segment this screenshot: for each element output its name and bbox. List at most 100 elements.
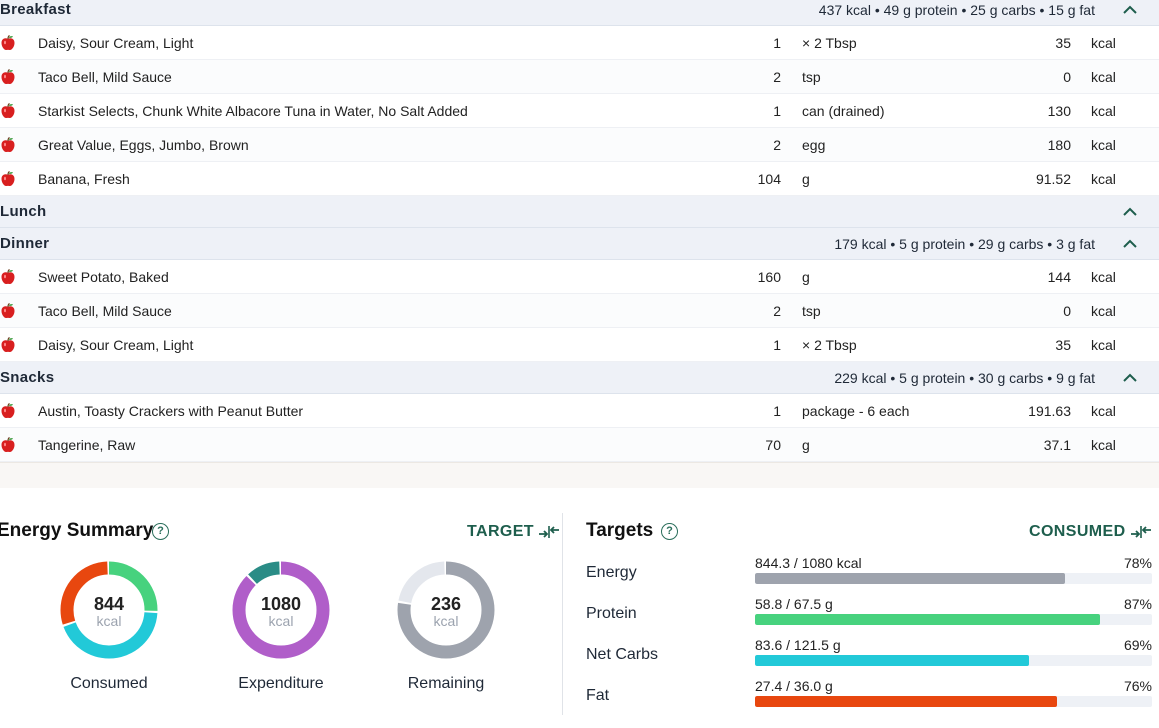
- consumed-toggle-button[interactable]: CONSUMED: [1029, 523, 1152, 541]
- meal-title: Breakfast: [0, 1, 72, 18]
- donut-label: Expenditure: [238, 675, 324, 692]
- target-value: 58.8 / 67.5 g: [755, 596, 833, 612]
- food-unit: egg: [802, 136, 826, 153]
- donut-label: Consumed: [70, 675, 148, 692]
- chevron-up-icon[interactable]: [1120, 0, 1140, 20]
- calorie-unit: kcal: [1091, 170, 1116, 187]
- food-unit: tsp: [802, 68, 821, 85]
- food-amount: 2: [773, 68, 781, 85]
- progress-track: [755, 696, 1152, 707]
- calorie-unit: kcal: [1091, 436, 1116, 453]
- donut-value: 1080: [260, 594, 302, 614]
- food-name: Austin, Toasty Crackers with Peanut Butt…: [38, 402, 304, 419]
- calorie-unit: kcal: [1091, 68, 1116, 85]
- food-amount: 1: [773, 402, 781, 419]
- food-amount: 160: [757, 268, 781, 285]
- donut-unit: kcal: [268, 613, 294, 629]
- chevron-up-icon[interactable]: [1120, 202, 1140, 222]
- meal-header[interactable]: Breakfast 437 kcal • 49 g protein • 25 g …: [0, 0, 1159, 26]
- food-name: Starkist Selects, Chunk White Albacore T…: [38, 102, 468, 119]
- food-calories: 191.63: [1028, 402, 1071, 419]
- meal-title: Dinner: [0, 235, 50, 252]
- meal-header[interactable]: Lunch: [0, 196, 1159, 228]
- target-value: 83.6 / 121.5 g: [755, 637, 841, 653]
- food-unit: × 2 Tbsp: [802, 336, 857, 353]
- food-calories: 0: [1063, 68, 1071, 85]
- chevron-up-icon[interactable]: [1120, 234, 1140, 254]
- target-percent: 76%: [1123, 678, 1152, 694]
- food-unit: g: [802, 268, 810, 285]
- meal-summary: 437 kcal • 49 g protein • 25 g carbs • 1…: [818, 1, 1095, 18]
- progress-track: [755, 573, 1152, 584]
- food-row[interactable]: Sweet Potato, Baked 160 g 144 kcal: [0, 260, 1159, 294]
- apple-icon: [1, 69, 15, 85]
- calorie-unit: kcal: [1091, 402, 1116, 419]
- food-amount: 104: [757, 170, 781, 187]
- donut-value: 844: [93, 594, 125, 614]
- help-icon[interactable]: ?: [152, 523, 169, 540]
- food-calories: 35: [1055, 34, 1071, 51]
- donut-chart-expenditure: [232, 561, 330, 659]
- apple-icon: [1, 337, 15, 353]
- section-divider: [0, 462, 1159, 488]
- apple-icon: [1, 303, 15, 319]
- food-amount: 1: [773, 336, 781, 353]
- target-label: Net Carbs: [586, 646, 659, 663]
- chevron-up-icon[interactable]: [1120, 368, 1140, 388]
- food-unit: g: [802, 170, 810, 187]
- help-icon[interactable]: ?: [661, 523, 678, 540]
- target-toggle-button[interactable]: TARGET: [467, 523, 560, 541]
- food-calories: 130: [1047, 102, 1071, 119]
- food-calories: 35: [1055, 336, 1071, 353]
- food-row[interactable]: Starkist Selects, Chunk White Albacore T…: [0, 94, 1159, 128]
- meal-title: Lunch: [0, 203, 47, 220]
- target-percent: 69%: [1123, 637, 1152, 653]
- progress-fill: [755, 696, 1057, 707]
- food-row[interactable]: Austin, Toasty Crackers with Peanut Butt…: [0, 394, 1159, 428]
- meal-header[interactable]: Dinner 179 kcal • 5 g protein • 29 g carb…: [0, 228, 1159, 260]
- donut-chart-consumed: [60, 561, 158, 659]
- donut-chart-remaining: [397, 561, 495, 659]
- calorie-unit: kcal: [1091, 34, 1116, 51]
- food-calories: 91.52: [1035, 170, 1071, 187]
- progress-track: [755, 614, 1152, 625]
- food-row[interactable]: Daisy, Sour Cream, Light 1 × 2 Tbsp 35 kcal: [0, 328, 1159, 362]
- food-row[interactable]: Great Value, Eggs, Jumbo, Brown 2 egg 180 kc…: [0, 128, 1159, 162]
- apple-icon: [1, 35, 15, 51]
- apple-icon: [1, 103, 15, 119]
- target-label: Energy: [586, 564, 637, 581]
- food-amount: 1: [773, 34, 781, 51]
- food-unit: g: [802, 436, 810, 453]
- calorie-unit: kcal: [1091, 102, 1116, 119]
- donut-unit: kcal: [96, 613, 122, 629]
- food-row[interactable]: Banana, Fresh 104 g 91.52 kcal: [0, 162, 1159, 196]
- food-calories: 180: [1047, 136, 1071, 153]
- target-percent: 78%: [1123, 555, 1152, 571]
- donut-segment: [60, 561, 158, 659]
- calorie-unit: kcal: [1091, 268, 1116, 285]
- food-unit: × 2 Tbsp: [802, 34, 857, 51]
- donut-value: 236: [430, 594, 462, 614]
- food-calories: 144: [1047, 268, 1071, 285]
- food-name: Sweet Potato, Baked: [38, 268, 169, 285]
- calorie-unit: kcal: [1091, 336, 1116, 353]
- food-name: Banana, Fresh: [38, 170, 130, 187]
- target-value: 844.3 / 1080 kcal: [755, 555, 862, 571]
- apple-icon: [1, 137, 15, 153]
- food-row[interactable]: Tangerine, Raw 70 g 37.1 kcal: [0, 428, 1159, 462]
- meal-summary: 229 kcal • 5 g protein • 30 g carbs • 9 …: [834, 369, 1095, 386]
- food-name: Daisy, Sour Cream, Light: [38, 336, 194, 353]
- progress-fill: [755, 655, 1029, 666]
- meal-header[interactable]: Snacks 229 kcal • 5 g protein • 30 g carb…: [0, 362, 1159, 394]
- panel-separator: [562, 513, 563, 715]
- donut-segment: [60, 561, 158, 659]
- calorie-unit: kcal: [1091, 136, 1116, 153]
- food-row[interactable]: Daisy, Sour Cream, Light 1 × 2 Tbsp 35 kcal: [0, 26, 1159, 60]
- meal-title: Snacks: [0, 369, 55, 386]
- target-label: Protein: [586, 605, 637, 622]
- food-amount: 70: [765, 436, 781, 453]
- donut-segment: [60, 561, 158, 659]
- food-row[interactable]: Taco Bell, Mild Sauce 2 tsp 0 kcal: [0, 60, 1159, 94]
- target-percent: 87%: [1123, 596, 1152, 612]
- food-row[interactable]: Taco Bell, Mild Sauce 2 tsp 0 kcal: [0, 294, 1159, 328]
